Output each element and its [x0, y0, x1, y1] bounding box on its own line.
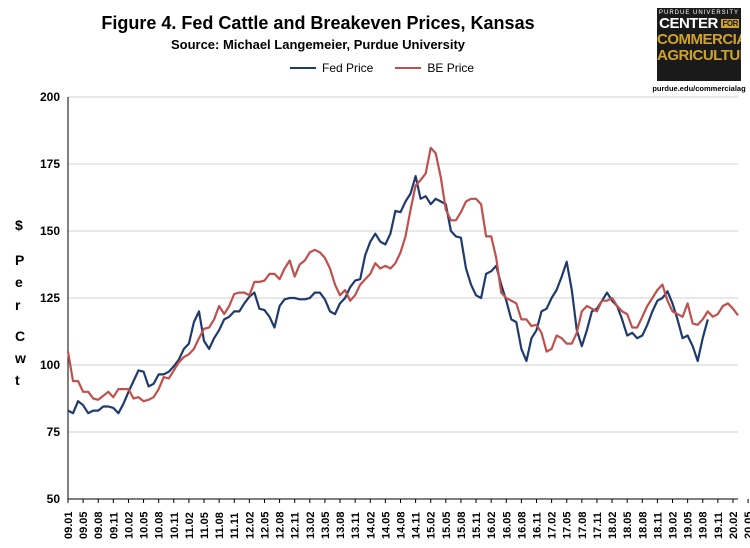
- x-tick-label-12.11: 12.11: [290, 512, 302, 539]
- x-tick-label-12.05: 12.05: [259, 511, 271, 539]
- x-tick-label-09.05: 09.05: [78, 511, 90, 539]
- x-tick-label-18.11: 18.11: [652, 512, 664, 539]
- x-tick-label-20.05: 20.05: [743, 511, 750, 539]
- y-tick-label-200: 200: [40, 90, 60, 104]
- x-tick-label-09.01: 09.01: [63, 511, 75, 539]
- x-tick-label-09.11: 09.11: [108, 512, 120, 539]
- x-tick-label-11.05: 11.05: [199, 512, 211, 539]
- x-tick-label-13.02: 13.02: [305, 511, 317, 539]
- x-tick-label-16.11: 16.11: [531, 512, 543, 539]
- y-tick-label-125: 125: [40, 291, 60, 305]
- x-tick-label-14.02: 14.02: [365, 511, 377, 539]
- x-tick-label-16.05: 16.05: [501, 511, 513, 539]
- chart-subtitle: Source: Michael Langemeier, Purdue Unive…: [170, 37, 466, 52]
- y-tick-label-100: 100: [40, 358, 60, 372]
- x-tick-label-12.08: 12.08: [275, 511, 287, 539]
- x-tick-label-17.02: 17.02: [547, 511, 559, 539]
- x-tick-label-13.05: 13.05: [320, 511, 332, 539]
- x-tick-label-17.05: 17.05: [562, 511, 574, 539]
- y-axis-label-char-4: r: [15, 297, 21, 313]
- y-axis-label-char-7: t: [15, 372, 20, 388]
- x-tick-label-18.08: 18.08: [637, 511, 649, 539]
- x-tick-label-15.02: 15.02: [426, 511, 438, 539]
- center-for-commercial-agriculture-logo: PURDUE UNIVERSITY CENTER FOR COMMERCIAL …: [657, 8, 741, 81]
- x-tick-label-11.02: 11.02: [184, 512, 196, 539]
- legend: Fed Price BE Price: [290, 61, 474, 75]
- y-axis-label-char-5: C: [15, 328, 26, 344]
- x-tick-label-10.11: 10.11: [169, 512, 181, 539]
- x-tick-label-14.11: 14.11: [411, 512, 423, 539]
- x-tick-label-13.08: 13.08: [335, 511, 347, 539]
- y-axis-label-char-2: P: [15, 252, 25, 268]
- legend-item-be-price: BE Price: [395, 61, 474, 75]
- legend-swatch-fed: [290, 67, 316, 69]
- legend-swatch-be: [395, 67, 422, 69]
- logo-url: purdue.edu/commercialag: [652, 84, 746, 93]
- x-tick-label-18.02: 18.02: [607, 511, 619, 539]
- x-tick-label-15.11: 15.11: [471, 512, 483, 539]
- x-tick-label-13.11: 13.11: [350, 512, 362, 539]
- y-axis-label-char-6: w: [15, 350, 26, 366]
- x-tick-label-17.08: 17.08: [577, 511, 589, 539]
- x-tick-label-09.08: 09.08: [93, 511, 105, 539]
- legend-label-be: BE Price: [427, 61, 475, 75]
- legend-label-fed: Fed Price: [322, 61, 374, 75]
- x-tick-label-19.05: 19.05: [683, 511, 695, 539]
- y-tick-label-150: 150: [40, 224, 60, 238]
- x-tick-label-11.11: 11.11: [229, 513, 241, 539]
- y-axis-label-char-1: $: [15, 217, 23, 233]
- x-tick-label-19.11: 19.11: [713, 512, 725, 539]
- x-tick-label-10.05: 10.05: [139, 511, 151, 539]
- y-axis-label-char-3: e: [15, 274, 23, 290]
- x-tick-label-10.08: 10.08: [154, 511, 166, 539]
- y-tick-label-50: 50: [47, 492, 61, 506]
- y-tick-label-175: 175: [40, 157, 60, 171]
- chart-title: Figure 4. Fed Cattle and Breakeven Price…: [101, 13, 535, 33]
- x-tick-label-15.08: 15.08: [456, 511, 468, 539]
- x-tick-label-20.02: 20.02: [728, 511, 740, 539]
- x-tick-label-16.02: 16.02: [486, 511, 498, 539]
- x-tick-label-19.02: 19.02: [668, 511, 680, 539]
- x-tick-label-12.02: 12.02: [244, 511, 256, 539]
- x-tick-label-14.05: 14.05: [380, 511, 392, 539]
- x-tick-label-11.08: 11.08: [214, 512, 226, 539]
- x-tick-label-10.02: 10.02: [123, 511, 135, 539]
- y-tick-label-75: 75: [47, 425, 61, 439]
- x-tick-label-16.08: 16.08: [516, 511, 528, 539]
- legend-item-fed-price: Fed Price: [290, 61, 373, 75]
- x-tick-label-15.05: 15.05: [441, 511, 453, 539]
- x-tick-label-18.05: 18.05: [622, 511, 634, 539]
- series-line-be-price: [66, 146, 739, 403]
- x-tick-label-19.08: 19.08: [698, 511, 710, 539]
- x-tick-label-14.08: 14.08: [395, 511, 407, 539]
- x-tick-label-17.11: 17.11: [592, 512, 604, 539]
